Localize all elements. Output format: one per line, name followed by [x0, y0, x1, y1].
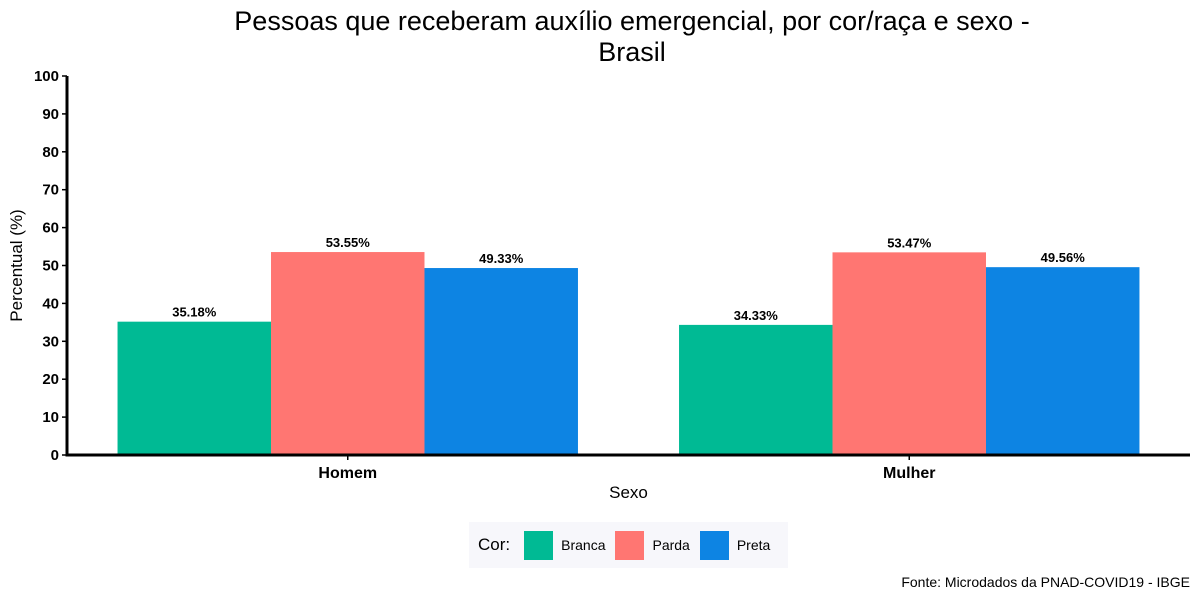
x-category-label: Homem [318, 465, 377, 482]
bar-parda-homem [271, 252, 425, 455]
y-axis-ticks: 0 10 20 30 40 50 60 70 80 90 100 [34, 68, 67, 464]
y-tick-label: 90 [42, 106, 59, 123]
legend-swatch-branca [524, 530, 554, 560]
x-axis-categories: Homem Mulher [318, 455, 935, 482]
bar-value-label: 53.47% [887, 235, 932, 250]
y-axis-title: Percentual (%) [7, 209, 26, 321]
bar-branca-homem [117, 321, 272, 455]
y-tick-label: 10 [42, 409, 59, 426]
y-tick-label: 50 [42, 258, 59, 275]
legend-swatch-parda [615, 530, 645, 560]
bar-value-label: 35.18% [172, 305, 217, 320]
value-labels: 35.18% 53.55% 49.33% 34.33% 53.47% 49.56% [172, 235, 1085, 323]
chart-title-line-1: Pessoas que receberam auxílio emergencia… [234, 6, 1030, 36]
legend-item-parda: Parda [615, 530, 690, 560]
legend: Cor: Branca Parda Preta [469, 522, 788, 568]
y-tick-label: 80 [42, 144, 59, 161]
source-caption: Fonte: Microdados da PNAD-COVID19 - IBGE [901, 574, 1190, 590]
bar-preta-mulher [985, 267, 1140, 455]
legend-title: Cor: [478, 535, 511, 554]
bar-preta-homem [424, 268, 578, 455]
bar-value-label: 53.55% [326, 235, 371, 250]
y-tick-label: 0 [51, 447, 59, 464]
legend-swatch-preta [699, 530, 729, 560]
bar-value-label: 34.33% [734, 308, 779, 323]
y-tick-label: 60 [42, 220, 59, 237]
bar-parda-mulher [832, 252, 986, 455]
legend-item-preta: Preta [699, 530, 771, 560]
bars [117, 252, 1140, 455]
bar-value-label: 49.33% [479, 251, 524, 266]
chart-title-line-2: Brasil [598, 37, 666, 67]
y-tick-label: 20 [42, 371, 59, 388]
x-axis-title: Sexo [609, 483, 648, 502]
chart-title: Pessoas que receberam auxílio emergencia… [130, 6, 1134, 68]
legend-item-branca: Branca [524, 530, 606, 560]
y-tick-label: 30 [42, 333, 59, 350]
legend-label-preta: Preta [736, 537, 771, 553]
y-tick-label: 40 [42, 295, 59, 312]
x-category-label: Mulher [883, 465, 935, 482]
bar-branca-mulher [679, 324, 833, 455]
legend-label-parda: Parda [652, 537, 690, 553]
y-tick-label: 70 [42, 182, 59, 199]
y-tick-label: 100 [34, 68, 59, 85]
legend-label-branca: Branca [561, 537, 606, 553]
bar-value-label: 49.56% [1041, 250, 1086, 265]
